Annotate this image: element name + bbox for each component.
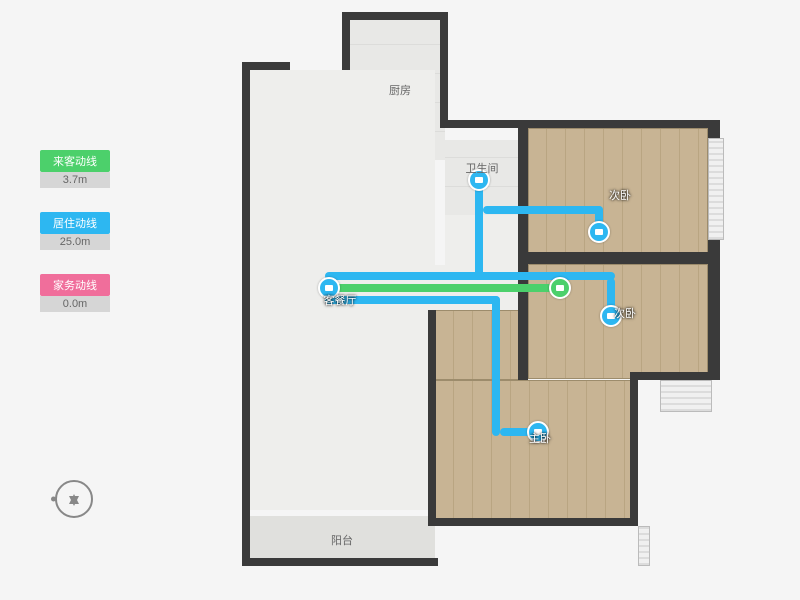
- wall: [428, 310, 436, 522]
- wall: [250, 62, 290, 70]
- living-path: [325, 296, 500, 304]
- legend-value-living: 25.0m: [40, 234, 110, 250]
- wall: [440, 20, 448, 128]
- legend-label-chores: 家务动线: [40, 274, 110, 296]
- wall: [342, 12, 448, 20]
- guest-path: [325, 284, 565, 292]
- living-path: [475, 180, 483, 280]
- living-node: [527, 421, 549, 443]
- legend-label-living: 居住动线: [40, 212, 110, 234]
- living-node: [318, 277, 340, 299]
- wall: [528, 252, 708, 264]
- living-node: [468, 169, 490, 191]
- legend-value-chores: 0.0m: [40, 296, 110, 312]
- room-master: [435, 380, 635, 525]
- wall: [242, 558, 438, 566]
- wall: [242, 62, 250, 566]
- legend-item-guest: 来客动线 3.7m: [40, 150, 110, 188]
- living-node: [600, 305, 622, 327]
- window-sill: [638, 526, 650, 566]
- compass-dot: [51, 497, 56, 502]
- compass-icon: [55, 480, 93, 518]
- legend-label-guest: 来客动线: [40, 150, 110, 172]
- wall: [630, 380, 638, 526]
- wall: [630, 372, 720, 380]
- living-path: [325, 272, 525, 280]
- window-sill: [660, 380, 712, 412]
- living-node: [588, 221, 610, 243]
- wall: [448, 120, 720, 128]
- living-path: [483, 206, 603, 214]
- guest-node: [549, 277, 571, 299]
- legend-panel: 来客动线 3.7m 居住动线 25.0m 家务动线 0.0m: [40, 150, 110, 336]
- room-bedroom2a: [528, 128, 708, 258]
- window-sill: [708, 138, 724, 240]
- legend-item-chores: 家务动线 0.0m: [40, 274, 110, 312]
- wall: [428, 518, 638, 526]
- room-balcony: [250, 516, 435, 561]
- room-corridor: [435, 310, 528, 380]
- wall: [342, 20, 350, 70]
- living-path: [492, 296, 500, 436]
- wall: [518, 128, 528, 380]
- floor-plan: 厨房客餐厅卫生间次卧次卧主卧阳台: [250, 20, 720, 580]
- legend-item-living: 居住动线 25.0m: [40, 212, 110, 250]
- legend-value-guest: 3.7m: [40, 172, 110, 188]
